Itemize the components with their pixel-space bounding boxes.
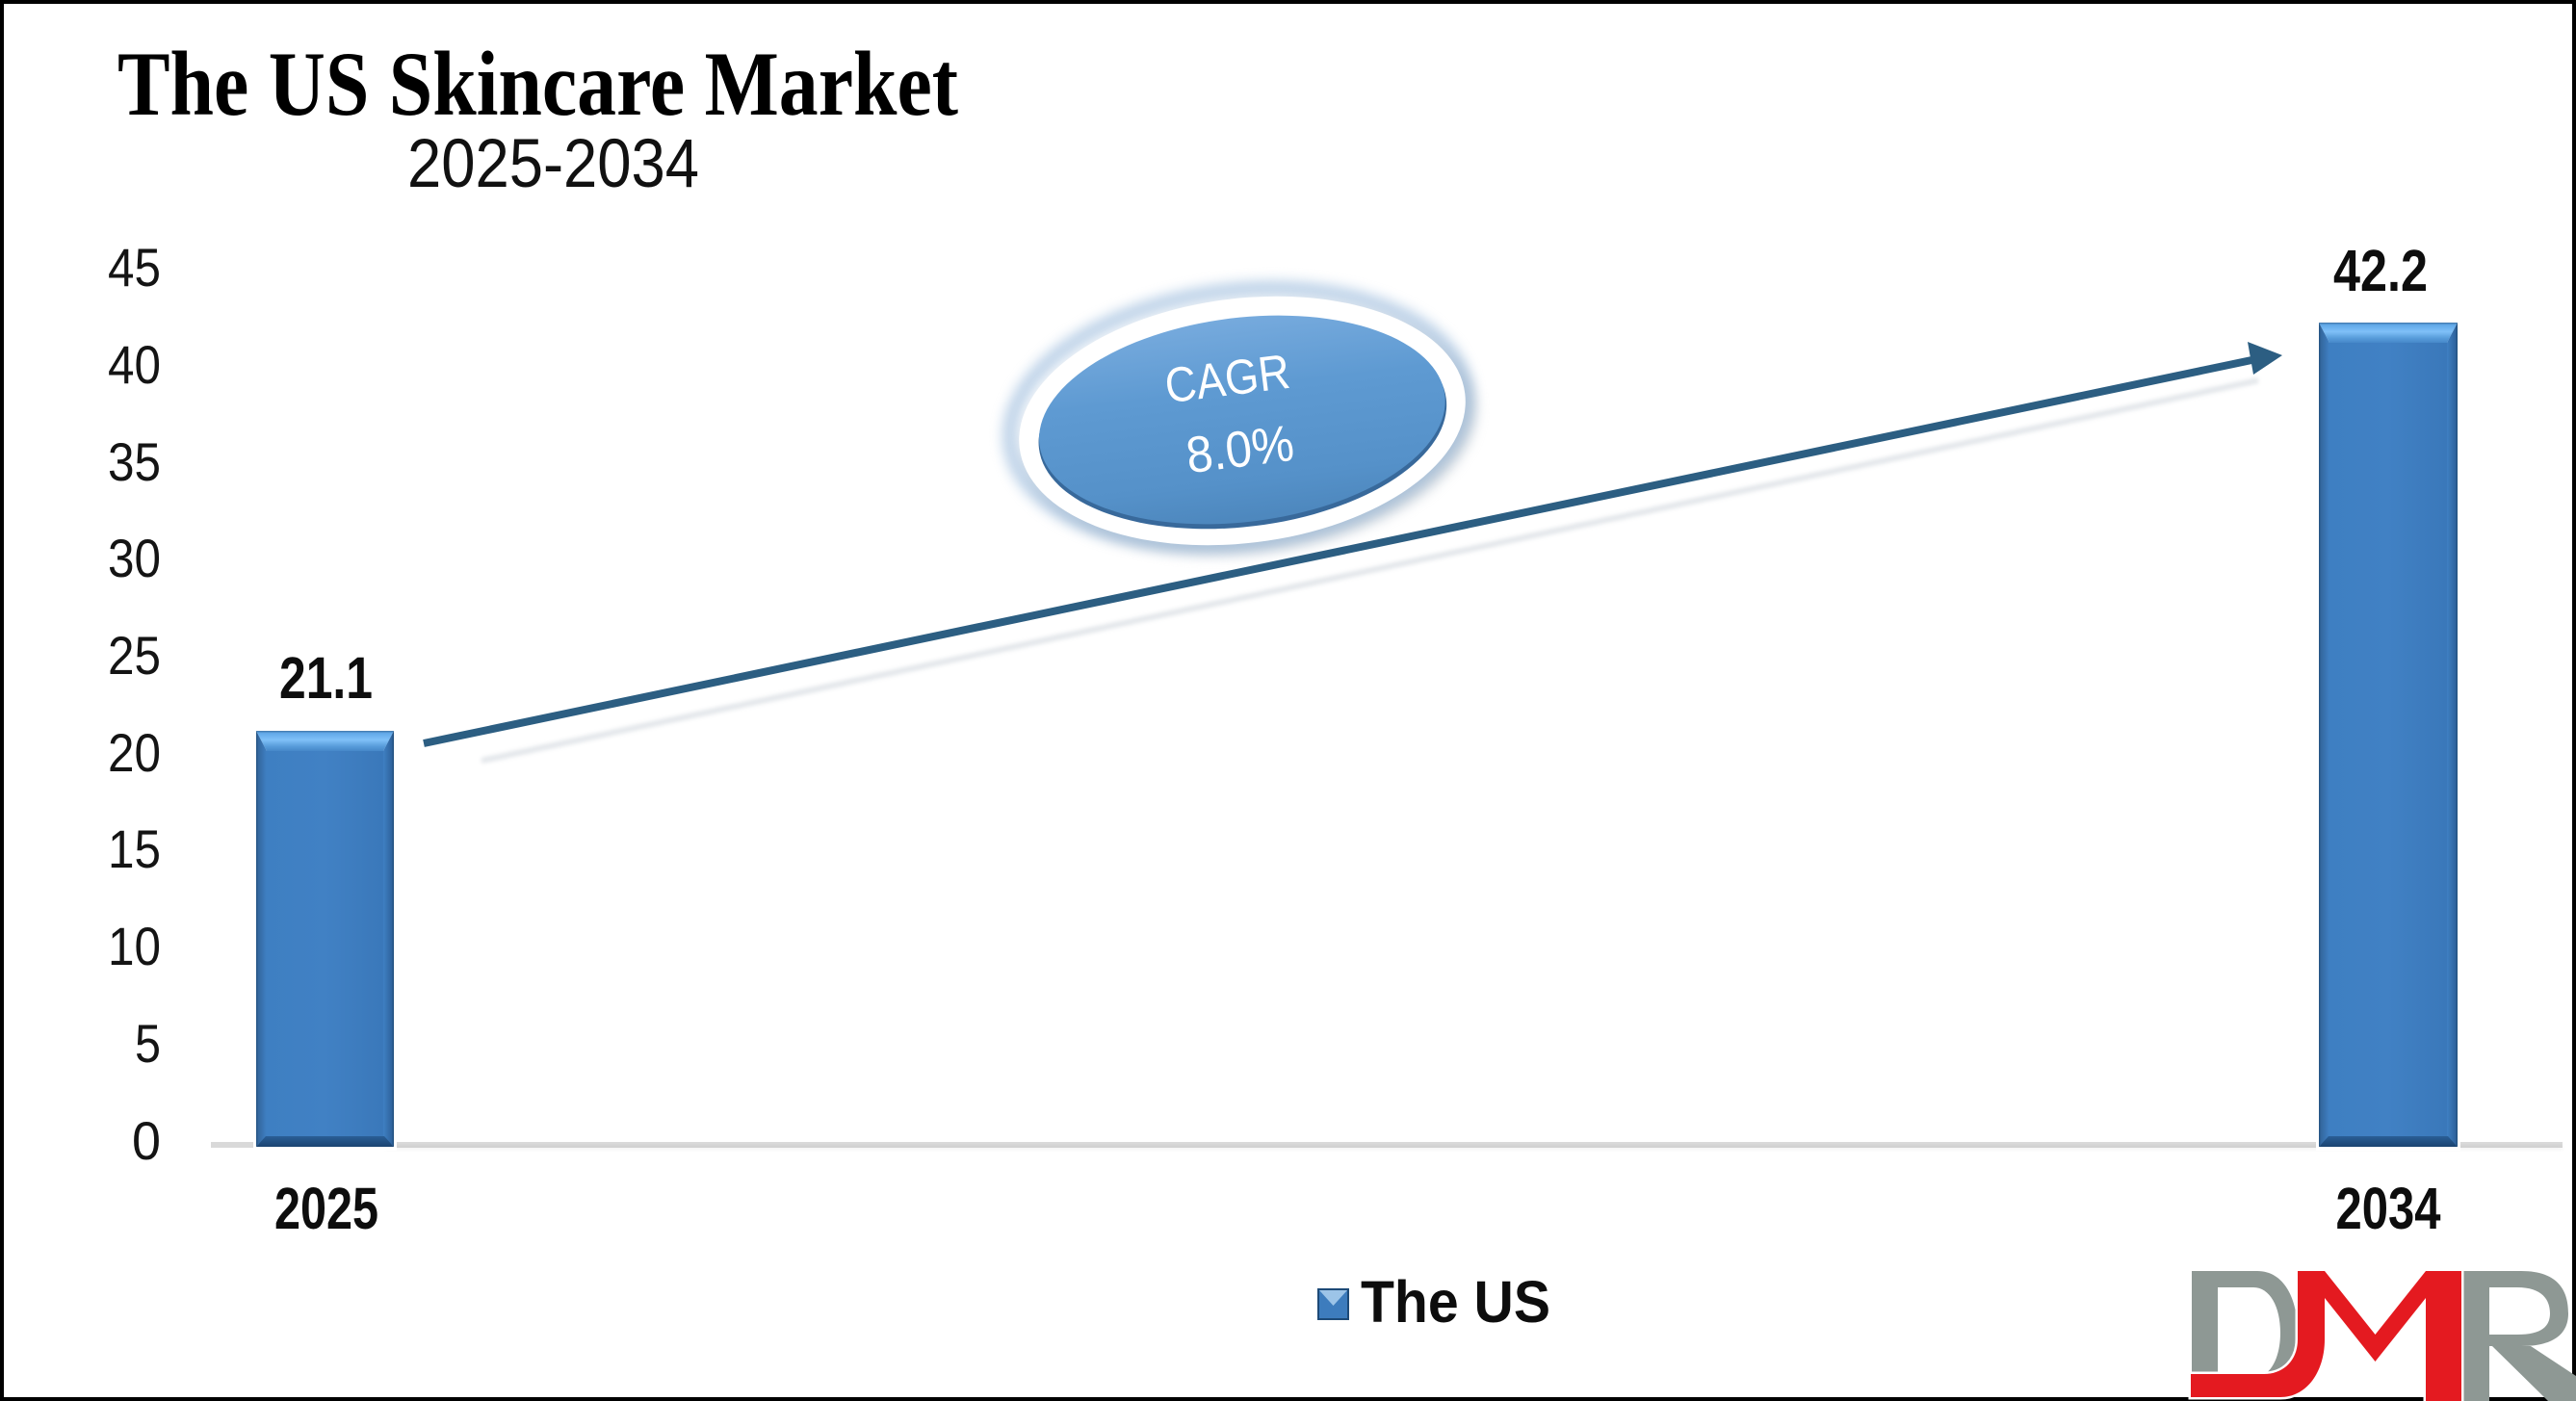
svg-text:The US Skincare Market: The US Skincare Market: [117, 33, 958, 135]
svg-text:30: 30: [108, 528, 161, 588]
svg-text:15: 15: [108, 818, 161, 879]
svg-text:45: 45: [108, 237, 161, 298]
svg-text:40: 40: [108, 334, 161, 395]
svg-text:10: 10: [108, 916, 161, 976]
svg-text:42.2: 42.2: [2333, 238, 2428, 303]
svg-text:The US: The US: [1361, 1269, 1550, 1335]
svg-text:2025-2034: 2025-2034: [407, 126, 699, 202]
svg-text:8.0%: 8.0%: [1183, 415, 1296, 484]
svg-text:21.1: 21.1: [279, 645, 373, 711]
svg-text:2025: 2025: [274, 1176, 378, 1241]
svg-text:25: 25: [108, 625, 161, 686]
svg-text:35: 35: [108, 431, 161, 492]
svg-text:2034: 2034: [2336, 1176, 2441, 1241]
svg-text:20: 20: [108, 722, 161, 783]
svg-text:5: 5: [135, 1013, 161, 1074]
svg-text:0: 0: [132, 1110, 161, 1171]
